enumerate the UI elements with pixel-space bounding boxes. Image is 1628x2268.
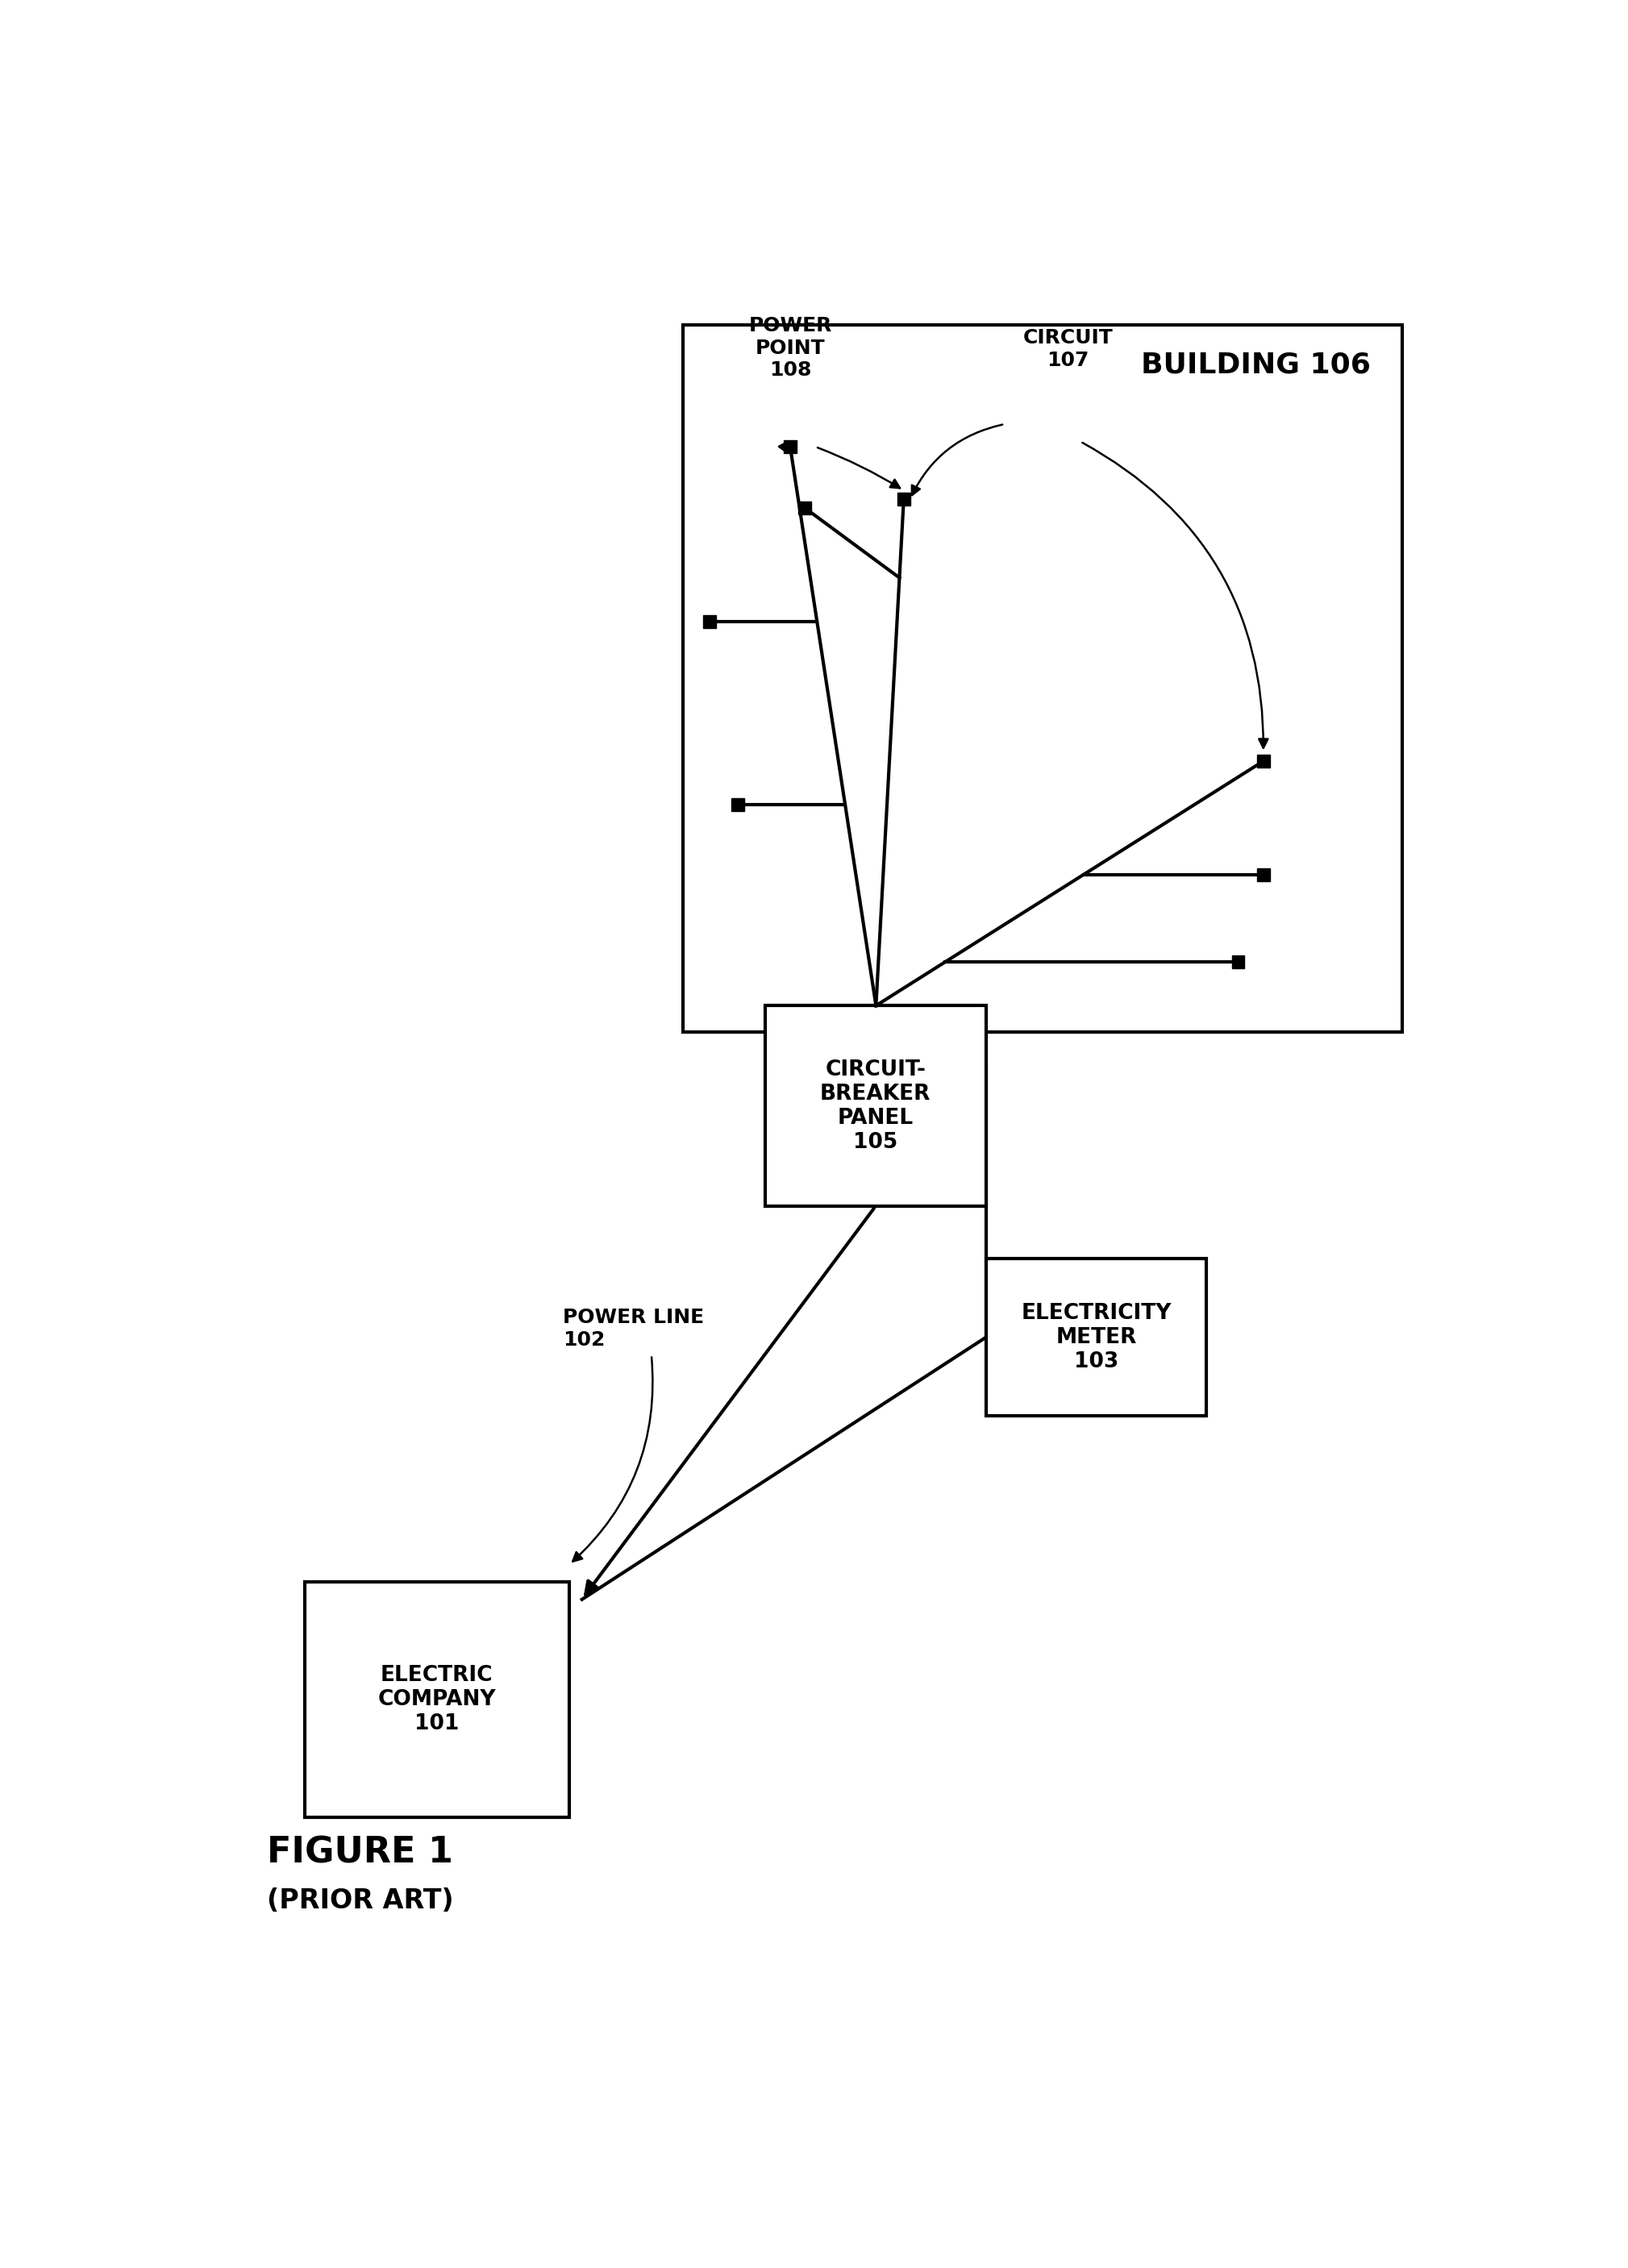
Text: ELECTRICITY
METER
103: ELECTRICITY METER 103	[1021, 1302, 1171, 1372]
Bar	[731, 798, 744, 812]
Text: BUILDING 106: BUILDING 106	[1141, 352, 1371, 379]
Bar	[1257, 869, 1270, 880]
Bar	[703, 615, 716, 628]
FancyBboxPatch shape	[684, 324, 1402, 1032]
Bar	[1257, 755, 1270, 767]
Text: FIGURE 1: FIGURE 1	[267, 1835, 453, 1871]
Text: CIRCUIT-
BREAKER
PANEL
105: CIRCUIT- BREAKER PANEL 105	[821, 1059, 931, 1152]
Text: POWER LINE
102: POWER LINE 102	[563, 1309, 705, 1349]
Text: CIRCUIT
107: CIRCUIT 107	[1022, 329, 1114, 370]
Bar	[1232, 955, 1244, 968]
Bar	[897, 492, 910, 506]
Text: (PRIOR ART): (PRIOR ART)	[267, 1887, 453, 1914]
Text: ELECTRIC
COMPANY
101: ELECTRIC COMPANY 101	[378, 1665, 497, 1735]
Text: POWER
POINT
108: POWER POINT 108	[749, 315, 832, 381]
FancyBboxPatch shape	[304, 1583, 570, 1817]
Bar	[785, 440, 796, 454]
FancyBboxPatch shape	[987, 1259, 1206, 1415]
FancyBboxPatch shape	[765, 1005, 987, 1207]
Bar	[798, 501, 811, 515]
